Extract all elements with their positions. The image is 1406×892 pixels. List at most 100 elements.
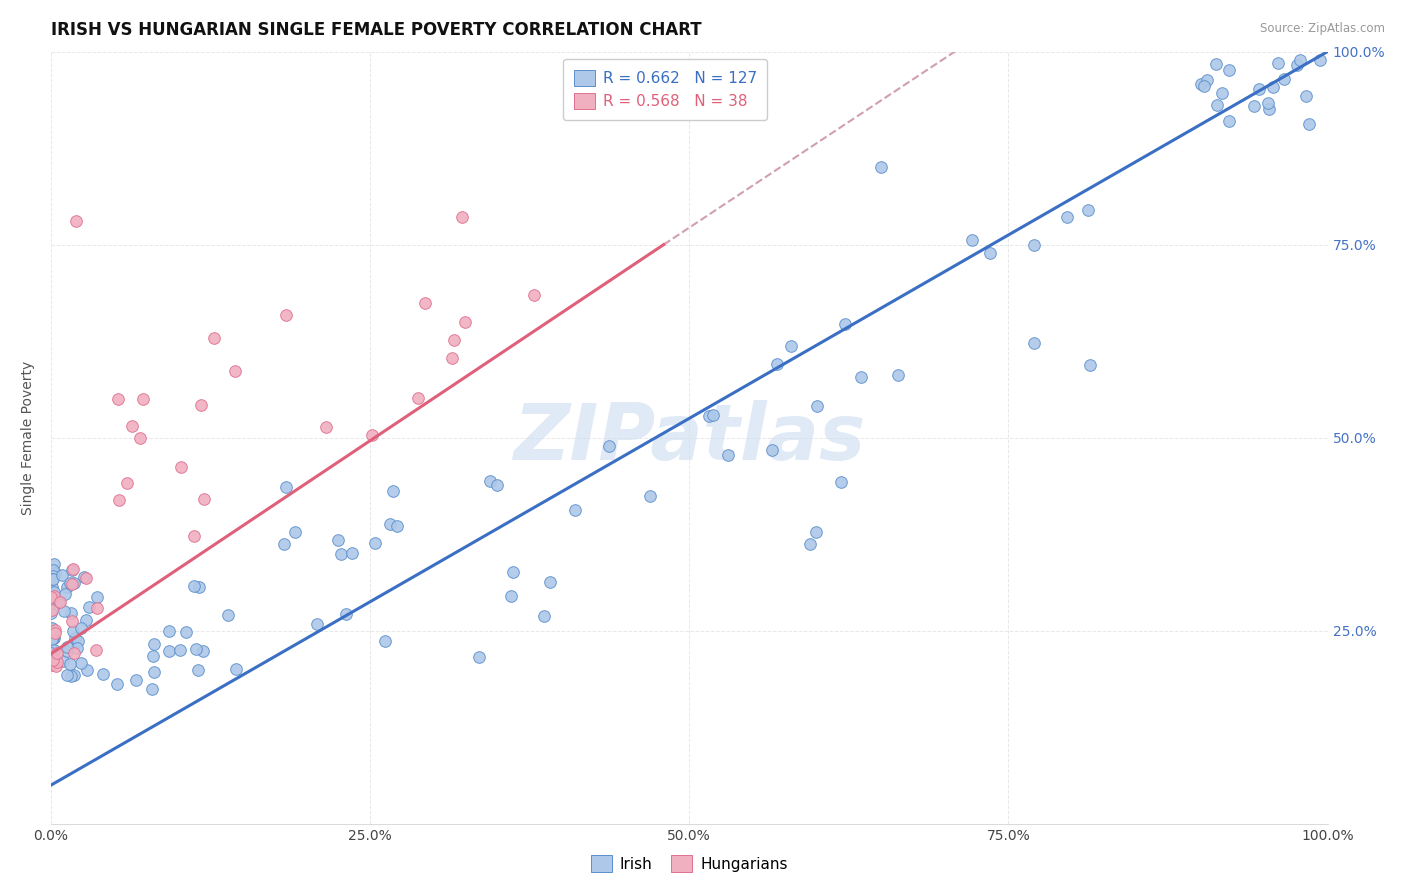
Point — [202, 331, 225, 345]
Point — [142, 637, 165, 651]
Point — [440, 351, 463, 366]
Point — [523, 288, 546, 302]
Point — [86, 601, 108, 615]
Point — [454, 315, 477, 329]
Point — [1194, 78, 1216, 93]
Point — [55, 587, 77, 601]
Point — [72, 570, 94, 584]
Point — [443, 333, 465, 347]
Point — [39, 573, 62, 587]
Point — [533, 609, 555, 624]
Point — [340, 546, 363, 560]
Point — [125, 673, 148, 688]
Point — [45, 658, 67, 673]
Point — [191, 644, 214, 658]
Point — [697, 409, 720, 423]
Point — [42, 557, 65, 571]
Point — [1309, 53, 1331, 67]
Point — [79, 600, 101, 615]
Point — [1022, 237, 1045, 252]
Point — [1295, 89, 1317, 103]
Point — [66, 640, 89, 655]
Point — [851, 370, 873, 384]
Point — [184, 641, 207, 656]
Point — [42, 632, 65, 646]
Point — [284, 524, 307, 539]
Point — [799, 537, 821, 551]
Point — [406, 391, 429, 405]
Point — [62, 562, 84, 576]
Point — [804, 525, 827, 540]
Point — [45, 656, 67, 670]
Point — [485, 478, 508, 492]
Point — [63, 576, 86, 591]
Point — [39, 590, 62, 604]
Point — [1298, 117, 1320, 131]
Point — [188, 580, 211, 594]
Point — [979, 246, 1001, 260]
Point — [75, 571, 97, 585]
Point — [56, 580, 79, 594]
Point — [335, 607, 357, 621]
Point — [39, 606, 62, 620]
Point — [141, 681, 163, 696]
Point — [44, 623, 66, 637]
Point — [132, 392, 155, 406]
Point — [60, 563, 83, 577]
Point — [1272, 71, 1295, 86]
Point — [1080, 359, 1102, 373]
Point — [41, 572, 63, 586]
Point — [129, 431, 152, 445]
Point — [217, 607, 239, 622]
Point — [44, 589, 66, 603]
Point — [598, 439, 620, 453]
Point — [361, 428, 384, 442]
Point — [107, 392, 129, 406]
Point — [39, 646, 62, 660]
Text: ZIPatlas: ZIPatlas — [513, 400, 865, 475]
Point — [39, 658, 62, 673]
Point — [75, 613, 97, 627]
Point — [56, 644, 79, 658]
Point — [273, 537, 295, 551]
Text: IRISH VS HUNGARIAN SINGLE FEMALE POVERTY CORRELATION CHART: IRISH VS HUNGARIAN SINGLE FEMALE POVERTY… — [51, 21, 702, 39]
Point — [59, 607, 82, 621]
Point — [41, 603, 63, 617]
Point — [176, 625, 198, 640]
Point — [66, 634, 89, 648]
Point — [59, 657, 82, 671]
Point — [65, 214, 87, 228]
Point — [49, 595, 72, 609]
Point — [41, 622, 63, 636]
Point — [1197, 73, 1219, 87]
Point — [225, 662, 247, 676]
Point — [830, 475, 852, 490]
Point — [41, 580, 63, 594]
Point — [105, 677, 128, 691]
Point — [387, 518, 409, 533]
Point — [779, 339, 801, 353]
Point — [374, 634, 396, 648]
Point — [86, 643, 108, 657]
Point — [1258, 102, 1281, 116]
Point — [1286, 58, 1309, 72]
Point — [183, 579, 205, 593]
Point — [193, 492, 215, 507]
Point — [42, 653, 65, 667]
Text: Source: ZipAtlas.com: Source: ZipAtlas.com — [1260, 22, 1385, 36]
Point — [1205, 57, 1227, 71]
Point — [1206, 97, 1229, 112]
Point — [60, 614, 83, 628]
Point — [41, 568, 63, 582]
Point — [42, 585, 65, 599]
Point — [60, 577, 83, 591]
Point — [170, 460, 193, 475]
Point — [1056, 210, 1078, 224]
Point — [564, 503, 586, 517]
Point — [46, 646, 69, 660]
Point — [169, 642, 191, 657]
Point — [1243, 99, 1265, 113]
Point — [44, 643, 66, 657]
Point — [107, 493, 129, 508]
Point — [413, 295, 436, 310]
